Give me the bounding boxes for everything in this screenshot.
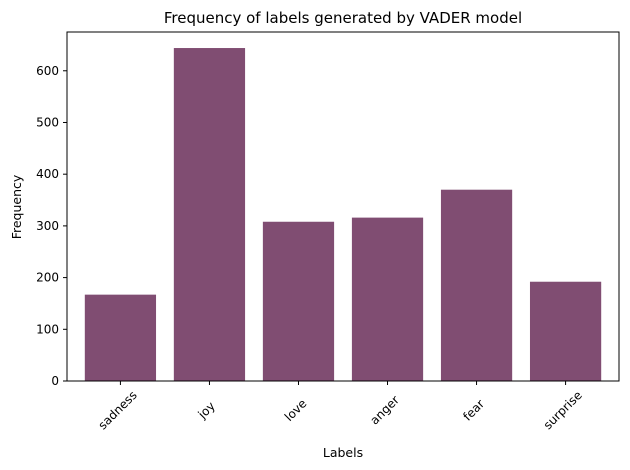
bar-surprise	[529, 281, 602, 381]
y-axis: 0 100 200 300 400 500 600	[36, 64, 67, 388]
x-axis-label: Labels	[323, 445, 363, 460]
x-axis: sadness joy love anger fear surprise	[95, 381, 585, 432]
y-tick-label-600: 600	[36, 64, 59, 78]
x-tick-label-love: love	[282, 396, 310, 424]
bar-anger	[351, 217, 424, 381]
plot-frame	[66, 31, 620, 382]
x-tick-label-surprise: surprise	[541, 388, 585, 432]
bar-sadness	[84, 294, 157, 381]
y-tick-label-300: 300	[36, 219, 59, 233]
bar-love	[262, 221, 335, 381]
y-tick-label-0: 0	[51, 374, 59, 388]
y-tick-label-100: 100	[36, 322, 59, 336]
x-tick-label-sadness: sadness	[95, 388, 139, 432]
y-tick-label-400: 400	[36, 167, 59, 181]
y-axis-label: Frequency	[9, 174, 24, 239]
y-tick-label-200: 200	[36, 271, 59, 285]
x-tick-label-fear: fear	[460, 397, 487, 424]
bars-group	[84, 48, 602, 381]
x-tick-label-joy: joy	[195, 399, 218, 422]
bar-joy	[173, 48, 246, 381]
chart-title: Frequency of labels generated by VADER m…	[164, 9, 522, 27]
bar-fear	[440, 189, 513, 381]
y-tick-label-500: 500	[36, 115, 59, 129]
x-tick-label-anger: anger	[367, 393, 402, 428]
